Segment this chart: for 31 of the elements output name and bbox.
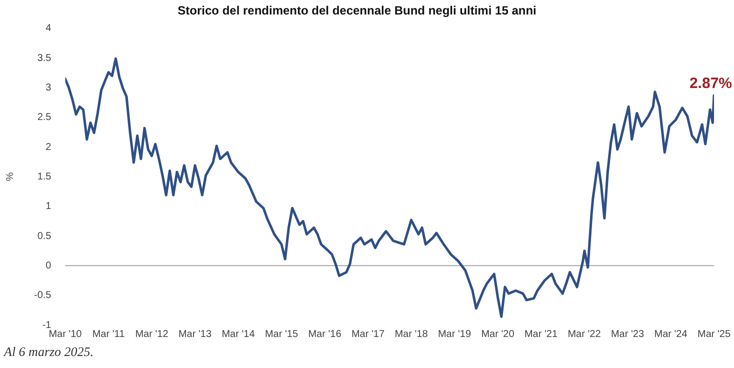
x-tick-label: Mar '10	[48, 328, 82, 340]
x-tick-label: Mar '22	[568, 328, 602, 340]
x-tick-label: Mar '18	[394, 328, 428, 340]
x-tick-label: Mar '14	[222, 328, 256, 340]
y-tick-label: 3	[46, 82, 52, 94]
x-tick-label: Mar '11	[92, 328, 126, 340]
y-tick-label: 0	[46, 260, 52, 272]
y-tick-label: 2.5	[37, 112, 52, 124]
x-tick-label: Mar '15	[264, 328, 298, 340]
x-tick-label: Mar '24	[654, 328, 688, 340]
x-tick-label: Mar '23	[610, 328, 644, 340]
annotation: 2.87%	[689, 75, 732, 92]
y-tick-label: 2	[46, 142, 52, 153]
y-tick-label: 3.5	[37, 52, 52, 64]
y-tick-label: 0.5	[37, 230, 52, 242]
x-tick-label: Mar '21	[524, 328, 558, 340]
x-tick-label: Mar '12	[135, 328, 169, 340]
x-tick-label: Mar '25	[697, 328, 731, 340]
y-tick-label: 4	[46, 23, 52, 34]
text: Al 6 marzo 2025.	[4, 344, 94, 360]
y-tick-label: 1	[46, 201, 52, 212]
x-tick-label: Mar '16	[308, 328, 342, 340]
y-tick-label: -0.5	[34, 290, 52, 302]
x-tick-label: Mar '13	[178, 328, 212, 340]
x-tick-label: Mar '19	[438, 328, 472, 340]
y-axis-title: %	[4, 172, 16, 182]
x-tick-label: Mar '17	[351, 328, 385, 340]
chart-title: Storico del rendimento del decennale Bund negli ultimi 15 anni	[178, 4, 536, 18]
x-tick-label: Mar '20	[481, 328, 515, 340]
y-tick-label: 1.5	[37, 171, 52, 182]
y-tick-label: -1	[42, 320, 52, 331]
